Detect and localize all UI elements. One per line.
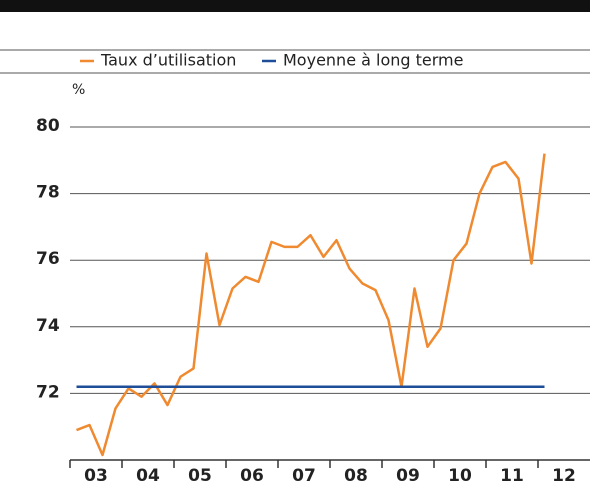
x-tick-label: 11 (500, 466, 524, 486)
series-line (76, 153, 546, 457)
x-tick-label: 10 (448, 466, 472, 486)
x-tick-label: 03 (84, 466, 108, 486)
y-tick-label: 74 (36, 316, 60, 336)
legend-label: Taux d’utilisation (100, 51, 236, 70)
y-axis-label: % (72, 82, 85, 98)
x-tick-label: 08 (344, 466, 368, 486)
y-tick-label: 78 (36, 183, 60, 203)
x-tick-label: 05 (188, 466, 212, 486)
legend-label: Moyenne à long terme (283, 51, 463, 70)
y-tick-label: 72 (36, 382, 60, 402)
x-tick-label: 09 (396, 466, 420, 486)
x-tick-label: 12 (552, 466, 576, 486)
y-tick-label: 80 (36, 116, 60, 136)
y-tick-label: 76 (36, 249, 60, 269)
top-bar (0, 0, 590, 12)
x-tick-label: 07 (292, 466, 316, 486)
x-tick-label: 06 (240, 466, 264, 486)
x-tick-label: 04 (136, 466, 160, 486)
